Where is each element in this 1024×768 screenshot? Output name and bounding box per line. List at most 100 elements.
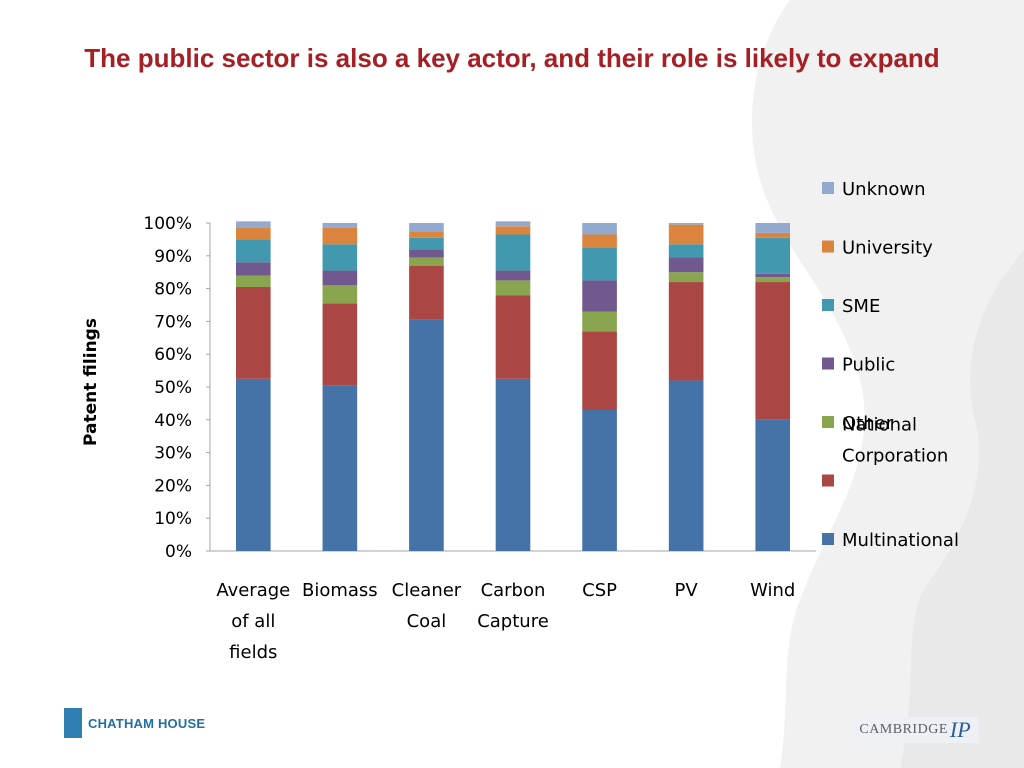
silhouette-shape bbox=[900, 250, 1024, 768]
x-tick-label: CSP bbox=[582, 580, 617, 601]
legend-label: University bbox=[842, 238, 933, 259]
bar-segment bbox=[668, 244, 704, 258]
y-tick-label: 20% bbox=[154, 476, 192, 496]
legend-label: National bbox=[842, 415, 917, 436]
bar-segment bbox=[495, 270, 531, 281]
bar-segment bbox=[495, 234, 531, 271]
y-tick-label: 70% bbox=[154, 312, 192, 332]
bar-segment bbox=[582, 234, 617, 248]
bar-segment bbox=[322, 244, 358, 271]
chatham-house-logo: CHATHAM HOUSE bbox=[64, 708, 205, 738]
legend-swatch bbox=[822, 533, 834, 545]
legend-swatch bbox=[822, 240, 834, 253]
bar-segment bbox=[235, 286, 271, 379]
bar-segment bbox=[582, 247, 617, 281]
y-tick-label: 0% bbox=[165, 542, 192, 562]
bar-segment bbox=[668, 223, 704, 225]
bar-segment bbox=[755, 273, 791, 278]
bar-segment bbox=[322, 285, 358, 304]
bar-segment bbox=[322, 227, 358, 245]
x-tick-label: Average bbox=[216, 580, 290, 601]
bar-segment bbox=[668, 380, 704, 551]
x-tick-label: Capture bbox=[477, 611, 549, 632]
bar-segment bbox=[495, 221, 531, 227]
y-tick-label: 50% bbox=[154, 378, 192, 398]
bar-segment bbox=[235, 227, 271, 240]
bar-segment bbox=[668, 272, 704, 283]
x-tick-label: PV bbox=[675, 580, 699, 601]
y-tick-label: 60% bbox=[154, 345, 192, 365]
y-tick-label: 80% bbox=[154, 280, 192, 300]
x-tick-label: Wind bbox=[750, 580, 795, 601]
bar-segment bbox=[755, 419, 791, 551]
legend-label: Public bbox=[842, 355, 895, 376]
x-tick-label: Coal bbox=[407, 611, 447, 632]
chatham-house-mark-icon bbox=[64, 708, 82, 738]
bar-segment bbox=[755, 277, 791, 283]
bar-segment bbox=[322, 385, 358, 551]
bar-segment bbox=[409, 231, 444, 238]
legend-label: Unknown bbox=[842, 179, 926, 200]
bar-segment bbox=[235, 262, 271, 276]
legend-swatch bbox=[822, 474, 834, 487]
legend-label: Corporation bbox=[842, 446, 948, 467]
bar-segment bbox=[495, 280, 531, 296]
x-tick-label: fields bbox=[229, 642, 277, 663]
slide-title: The public sector is also a key actor, a… bbox=[84, 43, 940, 73]
legend-label: Multinational bbox=[842, 530, 959, 551]
bar-segment bbox=[582, 311, 617, 332]
bar-segment bbox=[409, 319, 444, 551]
bar-segment bbox=[409, 265, 444, 320]
bar-segment bbox=[582, 409, 617, 551]
bar-segment bbox=[409, 257, 444, 266]
bar-segment bbox=[322, 223, 358, 228]
cambridge-ip-logo: CAMBRIDGE IP bbox=[851, 717, 979, 743]
chart-bars bbox=[235, 221, 791, 551]
legend-swatch bbox=[822, 416, 834, 428]
bar-segment bbox=[755, 223, 791, 233]
bar-segment bbox=[582, 223, 617, 235]
y-tick-label: 30% bbox=[154, 444, 192, 464]
legend-swatch bbox=[822, 299, 834, 311]
bar-segment bbox=[582, 280, 617, 312]
bar-segment bbox=[582, 331, 617, 410]
bar-segment bbox=[495, 226, 531, 235]
bar-segment bbox=[409, 249, 444, 258]
legend-swatch bbox=[822, 357, 834, 370]
chatham-house-wordmark: CHATHAM HOUSE bbox=[88, 715, 206, 731]
cambridge-wordmark: CAMBRIDGE bbox=[859, 722, 948, 737]
y-tick-label: 10% bbox=[154, 509, 192, 529]
x-tick-label: Cleaner bbox=[392, 580, 462, 601]
x-tick-label: Biomass bbox=[302, 580, 378, 601]
bar-segment bbox=[322, 270, 358, 286]
bar-segment bbox=[755, 232, 791, 238]
x-tick-label: Carbon bbox=[481, 580, 546, 601]
bar-segment bbox=[495, 378, 531, 551]
bar-segment bbox=[409, 223, 444, 232]
bar-segment bbox=[235, 221, 271, 228]
x-axis-labels: Average of all fields Biomass Cleaner Coal Car… bbox=[216, 580, 795, 663]
x-tick-label: of all bbox=[231, 611, 275, 632]
bar-segment bbox=[755, 237, 791, 274]
y-tick-label: 40% bbox=[154, 411, 192, 431]
bar-segment bbox=[235, 275, 271, 287]
bar-segment bbox=[235, 239, 271, 263]
legend-swatch bbox=[822, 182, 834, 194]
bar-segment bbox=[755, 282, 791, 420]
bar-segment bbox=[668, 282, 704, 381]
y-axis-ticks: 0% 10% 20% 30% 40% 50% 60% 70% 80% 90% 100% bbox=[143, 214, 210, 562]
bar-segment bbox=[235, 378, 271, 551]
y-axis-label: Patent filings bbox=[81, 318, 101, 446]
bar-segment bbox=[495, 295, 531, 379]
bar-segment bbox=[409, 237, 444, 250]
y-tick-label: 100% bbox=[143, 214, 192, 234]
ip-mark: IP bbox=[949, 717, 971, 742]
y-tick-label: 90% bbox=[154, 247, 192, 267]
legend-label: Other bbox=[842, 413, 894, 434]
bar-segment bbox=[322, 303, 358, 386]
bar-segment bbox=[668, 224, 704, 245]
legend-label: SME bbox=[842, 296, 880, 317]
